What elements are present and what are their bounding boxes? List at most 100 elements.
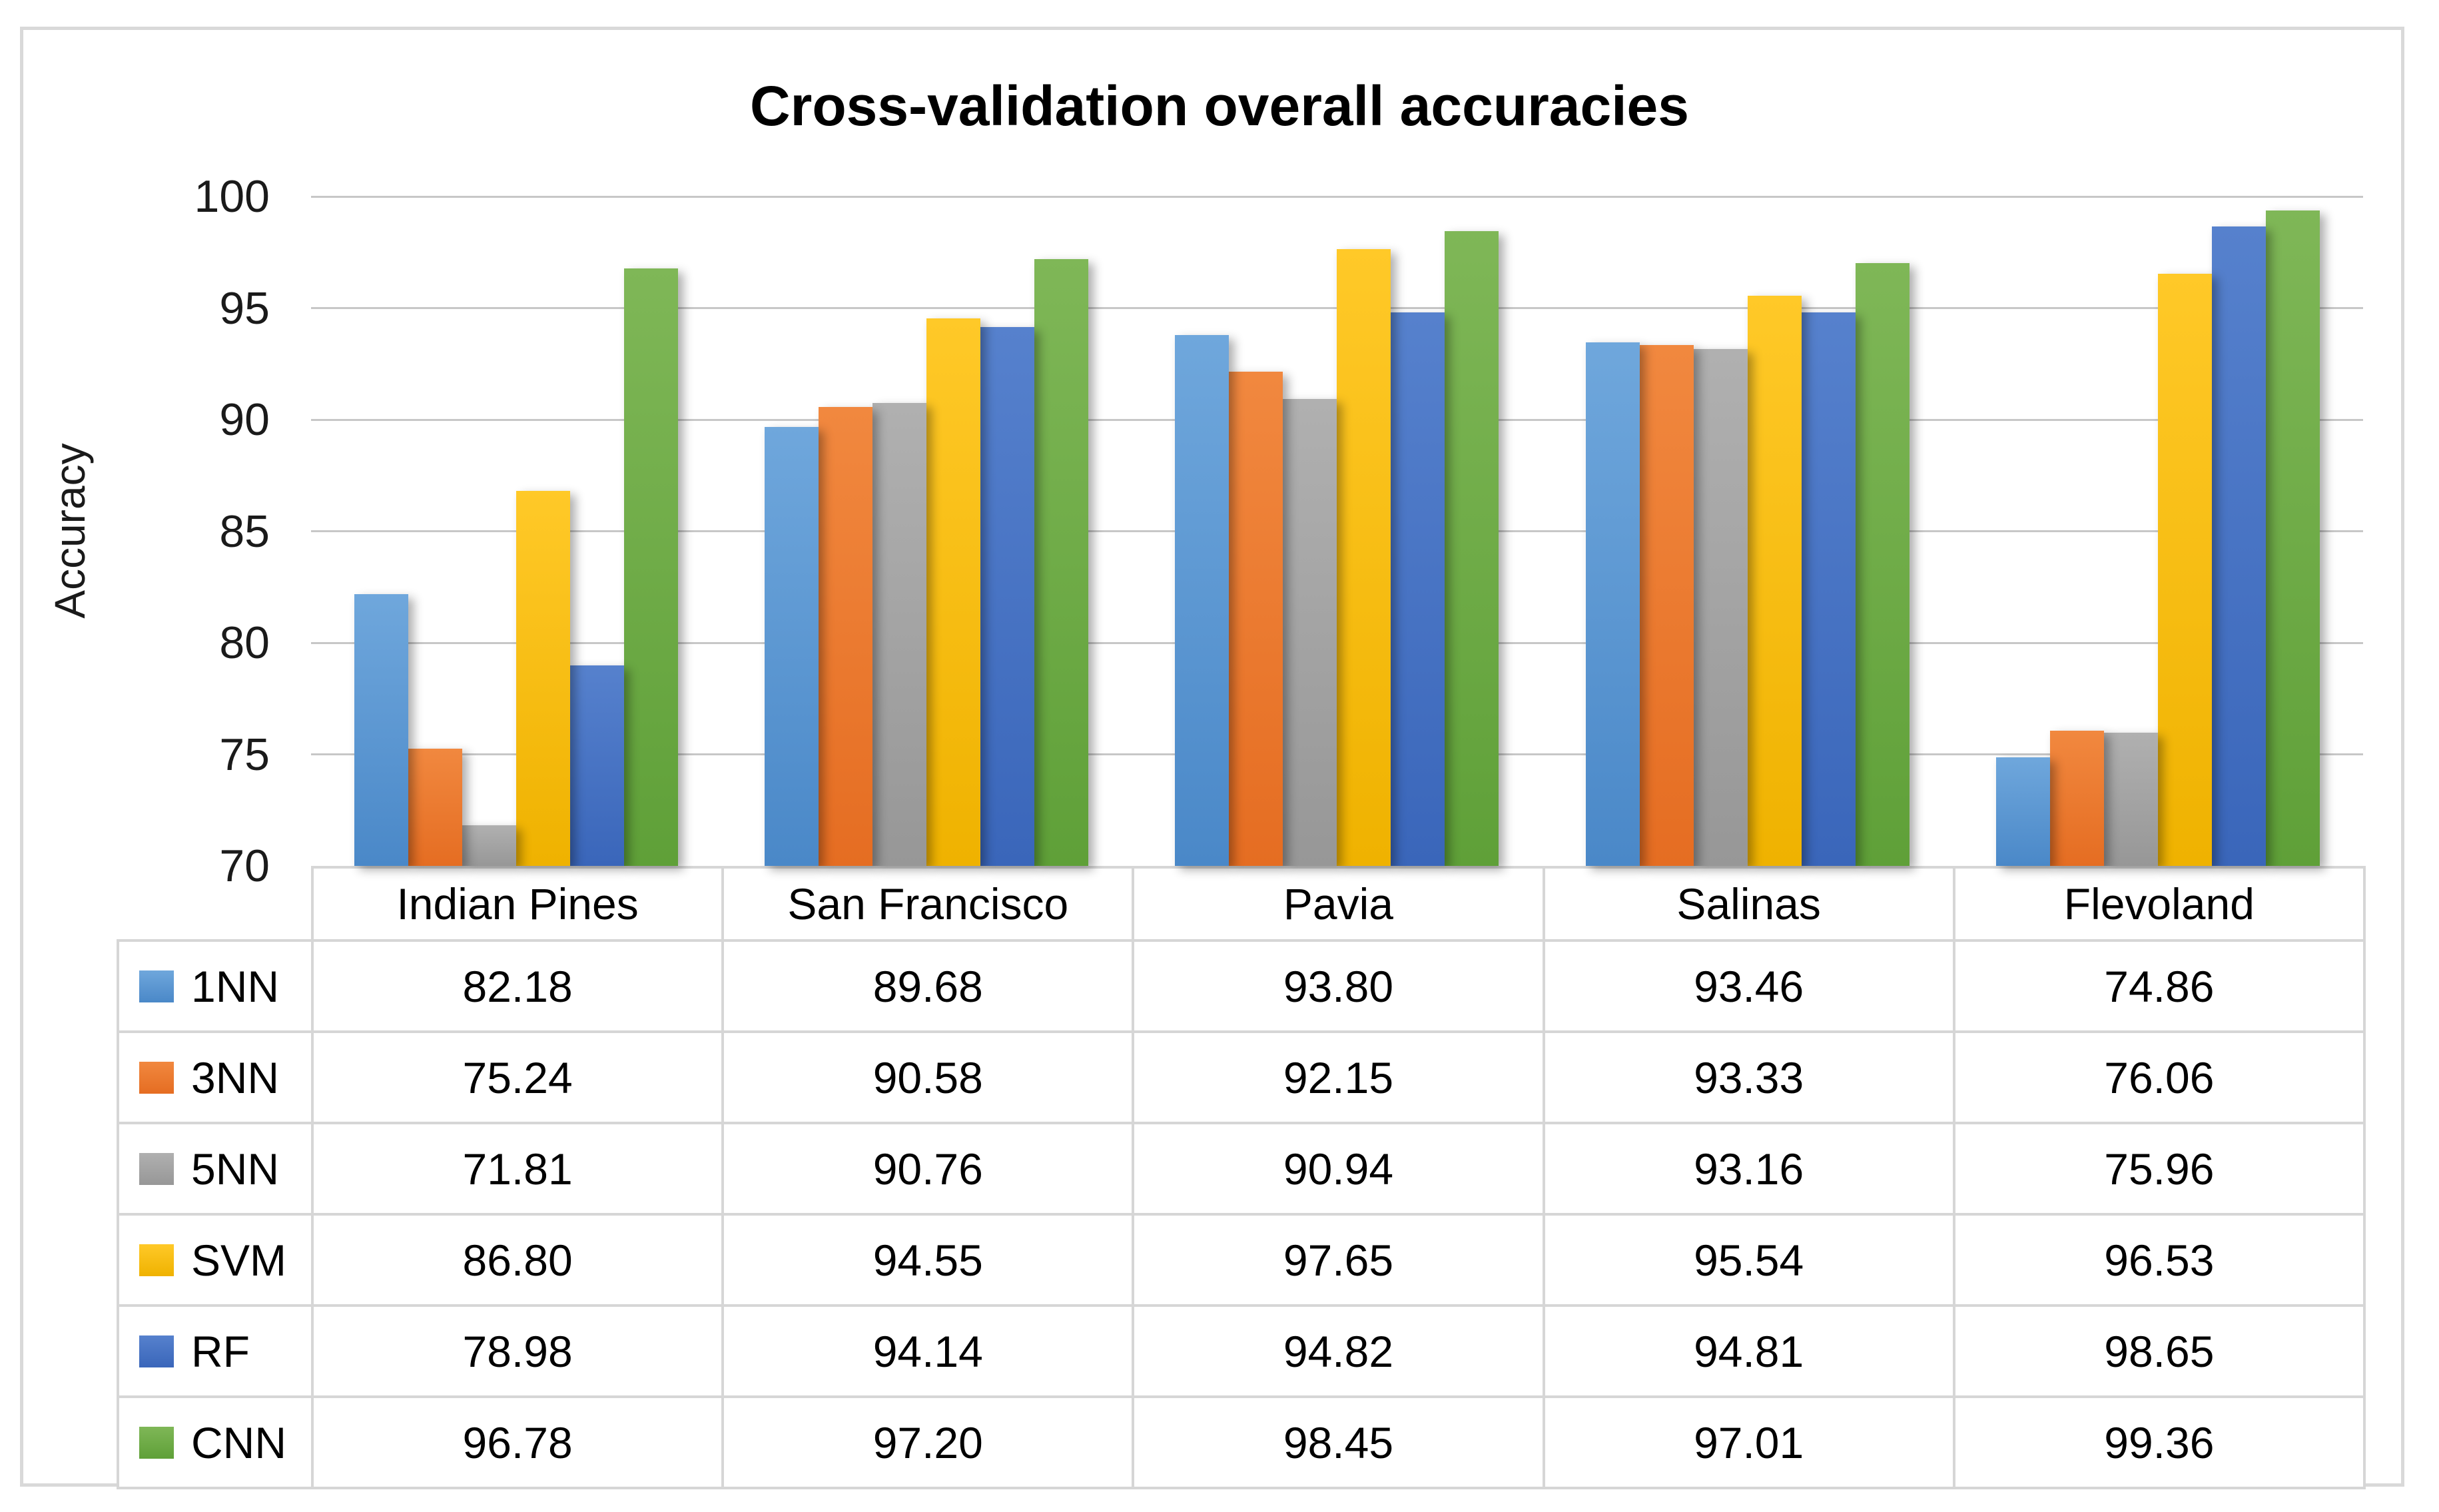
legend-swatch-1nn — [139, 970, 174, 1002]
value-5nn-san-francisco: 90.76 — [721, 1122, 1135, 1216]
legend-label-svm: SVM — [191, 1235, 287, 1285]
legend-label-5nn: 5NN — [191, 1144, 280, 1194]
value-3nn-indian-pines: 75.24 — [310, 1030, 725, 1124]
value-5nn-flevoland: 75.96 — [1952, 1122, 2366, 1216]
bar-cnn-salinas — [1855, 263, 1910, 866]
value-5nn-salinas: 93.16 — [1542, 1122, 1955, 1216]
value-rf-indian-pines: 78.98 — [310, 1304, 725, 1398]
value-cnn-flevoland: 99.36 — [1952, 1395, 2366, 1489]
legend-label-rf: RF — [191, 1326, 250, 1376]
legend-entry-cnn: CNN — [119, 1398, 311, 1487]
value-svm-san-francisco: 94.55 — [721, 1213, 1135, 1307]
chart-title: Cross-validation overall accuracies — [750, 75, 1689, 137]
category-header-salinas: Salinas — [1542, 866, 1955, 942]
legend-swatch-3nn — [139, 1061, 174, 1094]
value-rf-pavia: 94.82 — [1132, 1304, 1545, 1398]
y-tick-label-100: 100 — [194, 171, 270, 222]
bar-group-flevoland — [1953, 196, 2363, 866]
value-svm-indian-pines: 86.80 — [310, 1213, 725, 1307]
value-1nn-salinas: 93.46 — [1542, 939, 1955, 1033]
legend-entry-3nn: 3NN — [119, 1033, 311, 1122]
gridline-100 — [311, 195, 2363, 198]
y-tick-label-70: 70 — [219, 841, 270, 891]
bar-5nn-salinas — [1693, 349, 1748, 866]
bar-1nn-san-francisco — [765, 426, 819, 866]
legend-entry-1nn: 1NN — [119, 942, 311, 1030]
table-header-row: Indian Pines San Francisco Pavia Salinas Fle… — [118, 866, 2366, 942]
bar-1nn-pavia — [1175, 334, 1229, 866]
bar-svm-flevoland — [2157, 274, 2212, 866]
bar-group-pavia — [1132, 196, 1542, 866]
bar-3nn-pavia — [1229, 371, 1283, 866]
value-rf-salinas: 94.81 — [1542, 1304, 1955, 1398]
data-table: Indian Pines San Francisco Pavia Salinas Fle… — [117, 866, 2366, 1489]
legend-label-cnn: CNN — [191, 1417, 286, 1467]
legend-entry-svm: SVM — [119, 1216, 311, 1304]
table-row-5nn: 5NN 71.81 90.76 90.94 93.16 75.96 — [117, 1122, 2366, 1216]
bar-cnn-san-francisco — [1034, 258, 1089, 866]
value-5nn-indian-pines: 71.81 — [310, 1122, 725, 1216]
legend-swatch-5nn — [139, 1152, 174, 1185]
legend-cell-5nn: 5NN — [117, 1122, 314, 1216]
bar-5nn-pavia — [1283, 398, 1337, 866]
bar-group-san-francisco — [721, 196, 1132, 866]
value-3nn-salinas: 93.33 — [1542, 1030, 1955, 1124]
value-svm-salinas: 95.54 — [1542, 1213, 1955, 1307]
bar-5nn-san-francisco — [872, 402, 927, 866]
y-tick-label-95: 95 — [219, 282, 270, 334]
value-cnn-salinas: 97.01 — [1542, 1395, 1955, 1489]
bar-5nn-flevoland — [2103, 733, 2158, 866]
value-rf-flevoland: 98.65 — [1952, 1304, 2366, 1398]
category-header-san-francisco: San Francisco — [721, 866, 1135, 942]
y-tick-label-90: 90 — [219, 394, 270, 445]
value-3nn-san-francisco: 90.58 — [721, 1030, 1135, 1124]
bar-svm-indian-pines — [516, 491, 571, 866]
legend-cell-rf: RF — [117, 1304, 314, 1398]
bar-svm-salinas — [1747, 296, 1802, 866]
table-row-svm: SVM 86.80 94.55 97.65 95.54 96.53 — [117, 1213, 2366, 1307]
bar-group-salinas — [1543, 196, 1953, 866]
legend-entry-rf: RF — [119, 1307, 311, 1395]
legend-swatch-svm — [139, 1244, 174, 1276]
bar-rf-flevoland — [2211, 226, 2266, 866]
value-1nn-san-francisco: 89.68 — [721, 939, 1135, 1033]
bar-cnn-flevoland — [2265, 210, 2320, 866]
legend-cell-cnn: CNN — [117, 1395, 314, 1489]
legend-cell-svm: SVM — [117, 1213, 314, 1307]
bar-rf-pavia — [1391, 312, 1445, 866]
category-header-indian-pines: Indian Pines — [310, 866, 725, 942]
bar-1nn-flevoland — [1995, 757, 2050, 866]
value-svm-flevoland: 96.53 — [1952, 1213, 2366, 1307]
bar-3nn-san-francisco — [819, 406, 873, 866]
legend-swatch-rf — [139, 1335, 174, 1367]
bar-cnn-indian-pines — [624, 268, 679, 866]
bar-1nn-salinas — [1585, 342, 1640, 866]
bar-cnn-pavia — [1445, 230, 1499, 866]
value-rf-san-francisco: 94.14 — [721, 1304, 1135, 1398]
y-tick-label-80: 80 — [219, 617, 270, 668]
y-tick-label-75: 75 — [219, 729, 270, 780]
bar-svm-pavia — [1337, 248, 1391, 866]
bar-group-indian-pines — [311, 196, 721, 866]
value-3nn-pavia: 92.15 — [1132, 1030, 1545, 1124]
plot-area — [311, 196, 2363, 866]
value-cnn-indian-pines: 96.78 — [310, 1395, 725, 1489]
category-header-pavia: Pavia — [1132, 866, 1545, 942]
value-svm-pavia: 97.65 — [1132, 1213, 1545, 1307]
value-cnn-san-francisco: 97.20 — [721, 1395, 1135, 1489]
table-row-1nn: 1NN 82.18 89.68 93.80 93.46 74.86 — [117, 939, 2366, 1033]
bar-rf-indian-pines — [570, 665, 625, 866]
bar-5nn-indian-pines — [462, 825, 517, 866]
category-header-flevoland: Flevoland — [1952, 866, 2366, 942]
value-cnn-pavia: 98.45 — [1132, 1395, 1545, 1489]
legend-label-1nn: 1NN — [191, 961, 280, 1011]
value-1nn-indian-pines: 82.18 — [310, 939, 725, 1033]
bar-1nn-indian-pines — [354, 593, 409, 866]
legend-swatch-cnn — [139, 1426, 174, 1459]
table-row-cnn: CNN 96.78 97.20 98.45 97.01 99.36 — [117, 1395, 2366, 1489]
value-1nn-pavia: 93.80 — [1132, 939, 1545, 1033]
value-5nn-pavia: 90.94 — [1132, 1122, 1545, 1216]
y-tick-label-85: 85 — [219, 506, 270, 557]
legend-cell-1nn: 1NN — [117, 939, 314, 1033]
